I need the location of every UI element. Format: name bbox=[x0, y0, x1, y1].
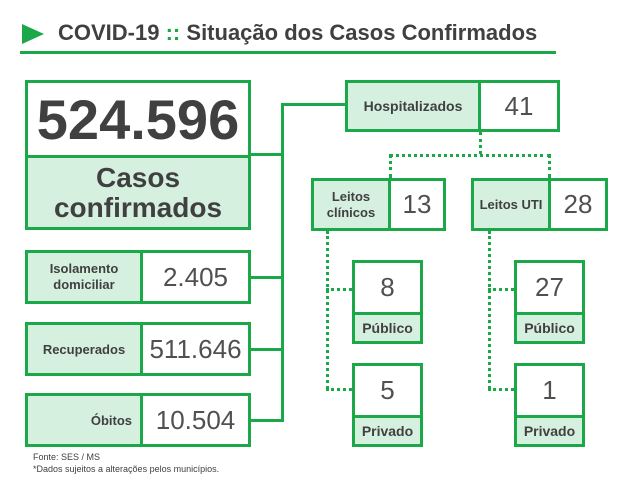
leitos-clinicos-value: 13 bbox=[388, 178, 446, 231]
hospitalizados-value: 41 bbox=[478, 80, 560, 132]
title-separator: :: bbox=[165, 20, 181, 45]
clinicos-publico-value: 8 bbox=[352, 260, 423, 315]
connector-from-total bbox=[251, 153, 284, 156]
connector-vertical bbox=[281, 103, 284, 421]
page-title: COVID-19 :: Situação dos Casos Confirmad… bbox=[58, 20, 537, 46]
play-triangle-icon bbox=[22, 24, 44, 44]
total-cases-value: 524.596 bbox=[25, 80, 251, 158]
connector-from-recuperados bbox=[251, 348, 284, 351]
connector-from-isolamento bbox=[251, 276, 284, 279]
uti-privado-label: Privado bbox=[514, 415, 585, 447]
clinicos-publico-label: Público bbox=[352, 312, 423, 344]
uti-publico-label: Público bbox=[514, 312, 585, 344]
hospitalizados-label: Hospitalizados bbox=[345, 80, 481, 132]
dotted-connector-clinicos bbox=[389, 154, 392, 178]
dotted-clinicos-publico bbox=[326, 288, 352, 291]
dotted-clinicos-privado bbox=[326, 388, 352, 391]
leitos-uti-label: Leitos UTI bbox=[471, 178, 551, 231]
dotted-connector-down bbox=[479, 132, 482, 154]
dotted-connector-split bbox=[389, 154, 551, 157]
dotted-connector-uti bbox=[548, 154, 551, 178]
dotted-uti-publico bbox=[488, 288, 514, 291]
leitos-clinicos-label: Leitos clínicos bbox=[311, 178, 391, 231]
recuperados-value: 511.646 bbox=[140, 322, 251, 376]
recuperados-label: Recuperados bbox=[25, 322, 143, 376]
isolamento-label: Isolamento domiciliar bbox=[25, 250, 143, 304]
uti-privado-value: 1 bbox=[514, 363, 585, 418]
clinicos-privado-label: Privado bbox=[352, 415, 423, 447]
title-right: Situação dos Casos Confirmados bbox=[186, 20, 538, 45]
footer-note: *Dados sujeitos a alterações pelos munic… bbox=[33, 464, 220, 474]
connector-to-hospitalizados bbox=[281, 103, 347, 106]
dotted-uti-privado bbox=[488, 388, 514, 391]
title-left: COVID-19 bbox=[58, 20, 160, 45]
obitos-label: Óbitos bbox=[25, 393, 143, 447]
footer-source: Fonte: SES / MS bbox=[33, 452, 101, 462]
total-cases-label: Casos confirmados bbox=[25, 155, 251, 230]
uti-publico-value: 27 bbox=[514, 260, 585, 315]
obitos-value: 10.504 bbox=[140, 393, 251, 447]
isolamento-value: 2.405 bbox=[140, 250, 251, 304]
dotted-clinicos-vertical bbox=[326, 231, 329, 389]
footer: Fonte: SES / MS *Dados sujeitos a altera… bbox=[33, 451, 219, 475]
title-underline bbox=[20, 51, 556, 54]
leitos-uti-value: 28 bbox=[548, 178, 608, 231]
clinicos-privado-value: 5 bbox=[352, 363, 423, 418]
connector-from-obitos bbox=[251, 419, 284, 422]
dotted-uti-vertical bbox=[488, 231, 491, 389]
